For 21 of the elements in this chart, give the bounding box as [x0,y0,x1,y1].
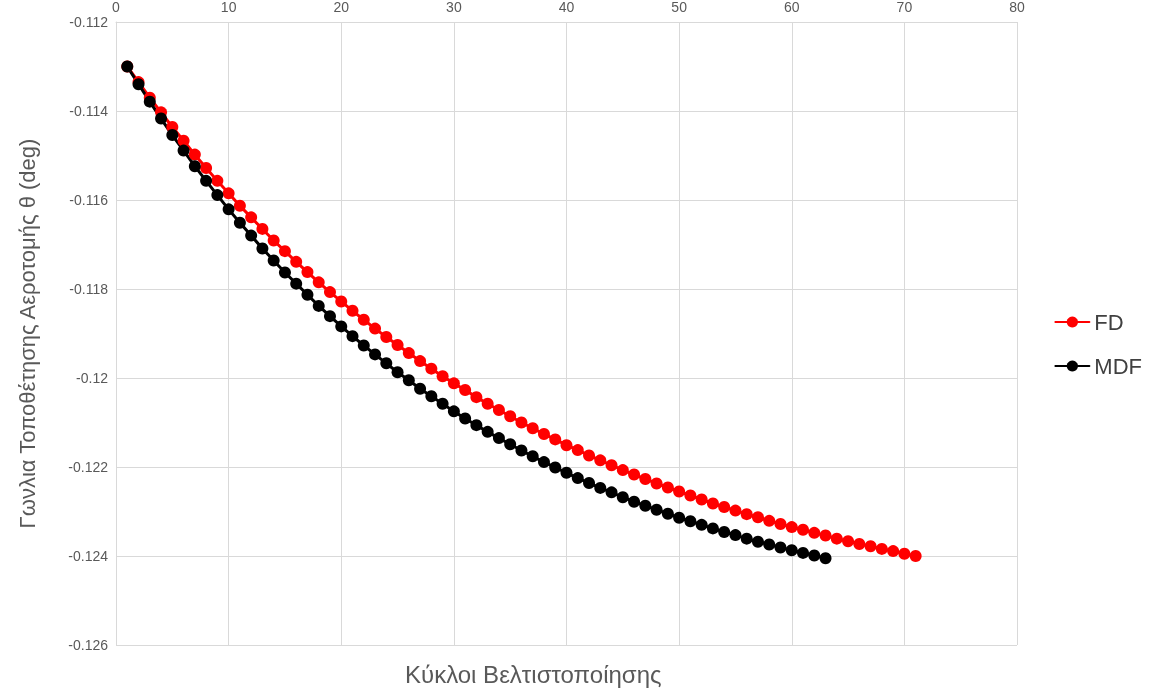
x-tick-label: 60 [783,0,800,15]
x-tick-label: 70 [896,0,913,15]
x-axis-title: Κύκλοι Βελτιστοποίησης [405,660,662,688]
x-tick-label: 50 [671,0,688,15]
y-axis-title: Γωνλια Τοποθέτησης Αεροτομής θ (deg) [14,138,40,529]
y-tick-label: -0.126 [68,637,109,653]
y-tick-label: -0.118 [69,281,109,297]
x-tick-label: 80 [1009,0,1025,15]
y-tick-label: -0.12 [76,370,109,386]
y-tick-label: -0.124 [68,548,109,564]
x-tick-label: 30 [446,0,462,15]
x-tick-label: 10 [220,0,237,15]
legend-label: MDF [1094,353,1142,379]
y-tick-label: -0.114 [69,103,109,119]
x-tick-label: 0 [112,0,121,15]
y-tick-label: -0.122 [68,459,109,475]
x-tick-label: 40 [558,0,575,15]
y-tick-label: -0.116 [69,192,109,208]
x-tick-label: 20 [333,0,350,15]
y-tick-label: -0.112 [69,14,109,30]
legend-label: FD [1094,309,1124,335]
